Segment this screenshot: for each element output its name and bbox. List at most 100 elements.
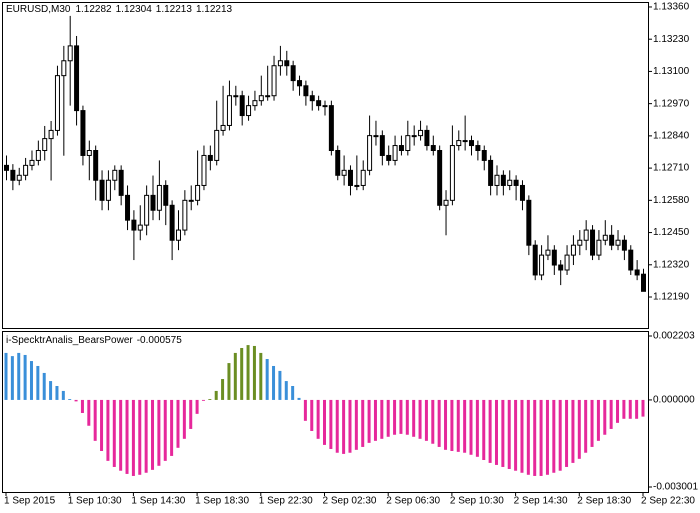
y-tick-label: 0.002203 (653, 331, 695, 342)
candle-body (570, 244, 576, 256)
histogram-bar (386, 399, 390, 437)
price-header: EURUSD,M30 1.12282 1.12304 1.12213 1.12213 (6, 4, 233, 15)
histogram-bar (507, 399, 511, 469)
x-tick-label: 1 Sep 18:30 (195, 496, 249, 507)
histogram-bar (584, 399, 588, 453)
candle-body (449, 145, 455, 201)
candle-body (316, 100, 322, 107)
candle-body (469, 140, 475, 147)
histogram-bar (520, 399, 524, 473)
candle-body (10, 169, 16, 181)
histogram-bar (259, 352, 263, 400)
candle-body (513, 179, 519, 186)
candle-body (405, 135, 411, 152)
histogram-bar (399, 399, 403, 434)
y-tick-label: 1.12190 (653, 292, 690, 303)
candle-body (125, 194, 131, 221)
histogram-bar (310, 399, 314, 431)
candle-body (456, 140, 462, 147)
candle-body (201, 154, 207, 186)
candle-body (195, 184, 201, 201)
candle-body (61, 60, 67, 77)
candle-body (373, 135, 379, 138)
candle-body (80, 110, 86, 156)
candle-body (93, 150, 99, 181)
y-tick-label: -0.003001 (653, 482, 698, 493)
candle-body (539, 254, 545, 276)
histogram-bar (316, 399, 320, 439)
candle-body (156, 184, 162, 211)
histogram-bar (412, 399, 416, 437)
histogram-bar (214, 390, 218, 400)
histogram-bar (603, 399, 607, 435)
y-tick-label: 1.12710 (653, 163, 690, 174)
candle-body (335, 150, 341, 176)
candle-body (596, 239, 602, 256)
y-tick-label: 1.13100 (653, 66, 690, 77)
histogram-bar (323, 399, 326, 445)
candle-body (214, 129, 220, 161)
histogram-bar (201, 399, 205, 401)
histogram-bar (297, 397, 301, 400)
candle-body (48, 129, 54, 140)
histogram-bar (482, 399, 486, 460)
candle-body (634, 269, 640, 276)
histogram-bar (119, 399, 123, 471)
histogram-bar (450, 399, 454, 451)
candle-body (551, 249, 557, 266)
histogram-bar (641, 399, 645, 417)
candle-body (590, 229, 596, 256)
y-tick-label: 1.12450 (653, 227, 690, 238)
histogram-bar (545, 399, 549, 475)
candle-body (74, 45, 80, 112)
histogram-bar (278, 370, 282, 400)
candle-body (628, 249, 634, 271)
histogram-bar (189, 399, 193, 429)
histogram-bar (418, 399, 422, 439)
candle-body (246, 105, 252, 117)
histogram-bar (571, 399, 575, 463)
histogram-bar (125, 399, 129, 474)
x-tick-label: 1 Sep 2015 (4, 496, 56, 507)
histogram-bar (29, 361, 33, 400)
candle-body (265, 95, 271, 98)
candle-body (558, 264, 564, 271)
histogram-bar (431, 399, 435, 444)
histogram-bar (93, 399, 97, 441)
histogram-bar (87, 399, 91, 426)
histogram-bar (303, 399, 307, 421)
histogram-bar (272, 365, 276, 400)
candle-body (175, 229, 181, 241)
histogram-bar (380, 399, 384, 439)
candle-body (35, 150, 41, 161)
candle-body (284, 60, 290, 67)
candle-body (29, 159, 35, 166)
indicator-name: i-SpecktrAnalis_BearsPower (6, 335, 133, 346)
candle-body (583, 229, 589, 241)
histogram-bar (144, 399, 148, 473)
candle-body (532, 244, 538, 276)
histogram-bar (233, 352, 237, 400)
histogram-bar (628, 399, 632, 419)
histogram-bar (577, 399, 581, 459)
histogram-bar (106, 399, 110, 461)
histogram-bar (4, 352, 8, 400)
candle-body (277, 60, 283, 67)
histogram-bar (526, 399, 530, 475)
histogram-bar (373, 399, 377, 441)
symbol: EURUSD,M30 (6, 4, 71, 15)
candle-body (354, 184, 360, 187)
histogram-bar (208, 399, 212, 400)
x-tick-label: 1 Sep 22:30 (259, 496, 313, 507)
histogram-bar (227, 363, 231, 400)
histogram-bar (176, 399, 180, 448)
candle-body (163, 184, 169, 206)
candle-body (239, 95, 245, 117)
candle-body (226, 95, 232, 126)
histogram-bar (494, 399, 498, 465)
y-tick-label: 1.13360 (653, 2, 690, 13)
y-tick-label: 1.12840 (653, 131, 690, 142)
x-tick-label: 2 Sep 22:30 (641, 496, 695, 507)
candle-body (577, 239, 583, 246)
histogram-bar (100, 399, 104, 451)
